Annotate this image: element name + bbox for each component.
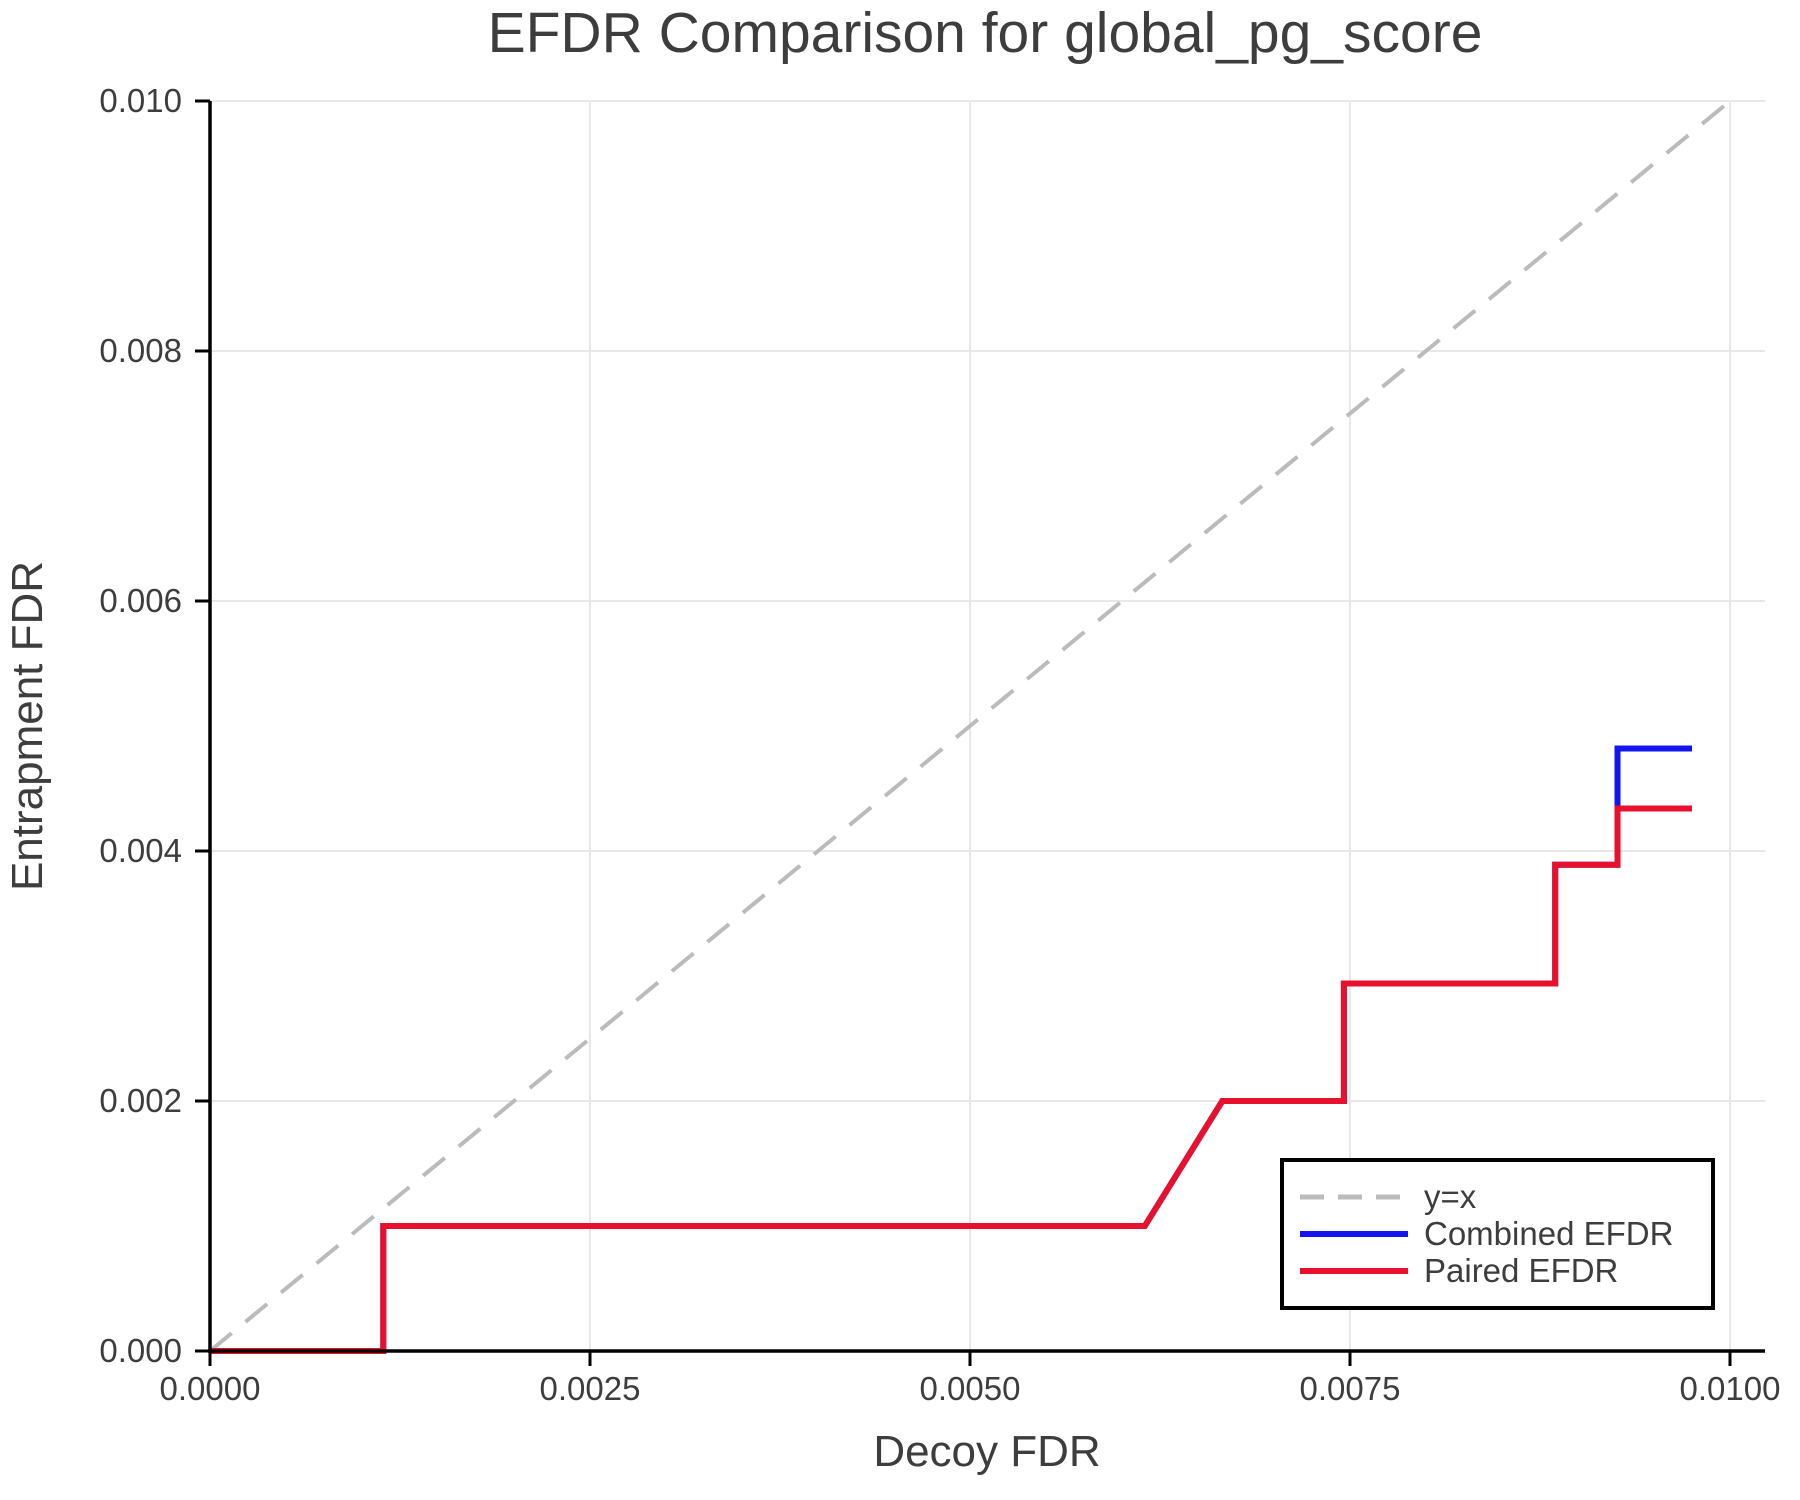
legend-label-combined-efdr: Combined EFDR (1424, 1215, 1673, 1252)
tick-labels: 0.0000 0.0025 0.0050 0.0075 0.0100 0.000 0.002… (99, 82, 1780, 1407)
x-tick-label: 0.0100 (1680, 1370, 1781, 1407)
legend-label-paired-efdr: Paired EFDR (1424, 1252, 1618, 1289)
x-tick-label: 0.0075 (1300, 1370, 1401, 1407)
series-lines (208, 99, 1732, 1354)
x-tick-label: 0.0050 (920, 1370, 1021, 1407)
y-tick-label: 0.002 (99, 1082, 182, 1119)
y-tick-label: 0.006 (99, 582, 182, 619)
chart-title: EFDR Comparison for global_pg_score (488, 1, 1483, 65)
x-tick-label: 0.0025 (540, 1370, 641, 1407)
y-tick-label: 0.004 (99, 832, 182, 869)
y-tick-label: 0.000 (99, 1332, 182, 1369)
y-axis-label: Entrapment FDR (3, 561, 52, 891)
x-tick-label: 0.0000 (160, 1370, 261, 1407)
legend-label-y-x: y=x (1424, 1178, 1477, 1215)
y-tick-label: 0.008 (99, 332, 182, 369)
y-tick-label: 0.010 (99, 82, 182, 119)
y-x-line (208, 99, 1732, 1353)
x-axis-label: Decoy FDR (873, 1427, 1100, 1476)
axes (195, 99, 1765, 1366)
paired-efdr-line (210, 805, 1692, 1354)
